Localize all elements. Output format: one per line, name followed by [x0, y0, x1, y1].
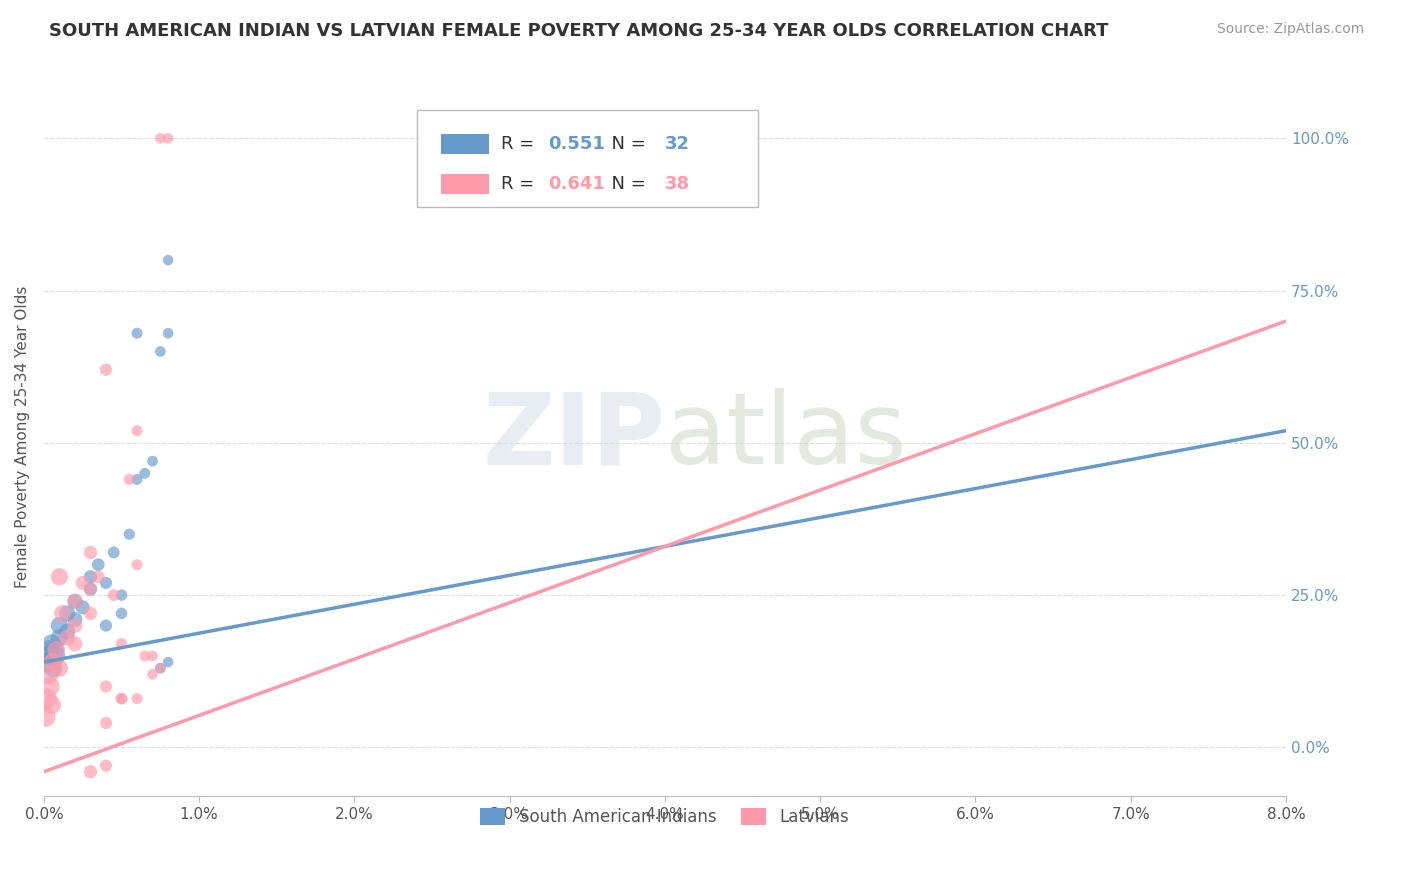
Point [48, 631, 70, 645]
Text: 0.641: 0.641 [548, 175, 605, 193]
Point [56, 607, 79, 621]
Point [79, 607, 101, 621]
Point [56, 624, 79, 639]
Point [103, 588, 125, 602]
Point [94, 576, 117, 591]
Point [35, 655, 58, 669]
Text: N =: N = [600, 136, 652, 153]
Point [79, 764, 101, 779]
Legend: South American Indians, Latvians: South American Indians, Latvians [472, 799, 858, 835]
Text: atlas: atlas [665, 388, 907, 485]
Point [35, 691, 58, 706]
Point [48, 570, 70, 584]
Point [94, 716, 117, 731]
Point [157, 253, 180, 268]
Point [94, 363, 117, 377]
Text: R =: R = [501, 175, 540, 193]
Point [79, 570, 101, 584]
Point [39, 680, 62, 694]
FancyBboxPatch shape [441, 174, 488, 194]
Point [41, 637, 63, 651]
Point [51, 607, 73, 621]
Point [87, 558, 110, 572]
Point [125, 691, 148, 706]
Point [110, 691, 132, 706]
FancyBboxPatch shape [416, 110, 758, 207]
Point [94, 680, 117, 694]
Point [72, 576, 94, 591]
Point [125, 424, 148, 438]
Point [149, 131, 172, 145]
Point [63, 637, 86, 651]
Point [110, 607, 132, 621]
Y-axis label: Female Poverty Among 25-34 Year Olds: Female Poverty Among 25-34 Year Olds [15, 285, 30, 588]
Text: 0.551: 0.551 [548, 136, 605, 153]
Point [38, 667, 60, 681]
Point [118, 472, 141, 486]
Point [142, 648, 165, 663]
Text: R =: R = [501, 136, 540, 153]
Point [125, 472, 148, 486]
Point [134, 648, 156, 663]
Point [45, 643, 67, 657]
Point [142, 454, 165, 468]
Point [142, 667, 165, 681]
Point [63, 618, 86, 632]
Point [63, 594, 86, 608]
Text: 32: 32 [665, 136, 690, 153]
Point [134, 467, 156, 481]
Point [79, 582, 101, 596]
Point [41, 698, 63, 712]
Point [125, 326, 148, 341]
Point [63, 612, 86, 626]
Point [125, 558, 148, 572]
Point [42, 655, 65, 669]
Point [103, 545, 125, 559]
Text: N =: N = [600, 175, 652, 193]
Text: SOUTH AMERICAN INDIAN VS LATVIAN FEMALE POVERTY AMONG 25-34 YEAR OLDS CORRELATIO: SOUTH AMERICAN INDIAN VS LATVIAN FEMALE … [49, 22, 1109, 40]
Point [94, 618, 117, 632]
Point [110, 691, 132, 706]
Point [79, 545, 101, 559]
Point [63, 594, 86, 608]
Text: 38: 38 [665, 175, 690, 193]
Point [149, 344, 172, 359]
Point [110, 588, 132, 602]
Point [56, 631, 79, 645]
Point [79, 582, 101, 596]
Point [42, 661, 65, 675]
Point [149, 661, 172, 675]
Point [157, 655, 180, 669]
Point [157, 326, 180, 341]
Text: Source: ZipAtlas.com: Source: ZipAtlas.com [1216, 22, 1364, 37]
Point [48, 661, 70, 675]
Point [34, 710, 56, 724]
Point [94, 758, 117, 772]
Point [72, 600, 94, 615]
Point [38, 643, 60, 657]
Point [48, 618, 70, 632]
Point [87, 570, 110, 584]
Point [110, 637, 132, 651]
Point [45, 648, 67, 663]
Text: ZIP: ZIP [482, 388, 665, 485]
Point [149, 661, 172, 675]
FancyBboxPatch shape [441, 134, 488, 154]
Point [44, 643, 66, 657]
Point [157, 131, 180, 145]
Point [118, 527, 141, 541]
Point [39, 648, 62, 663]
